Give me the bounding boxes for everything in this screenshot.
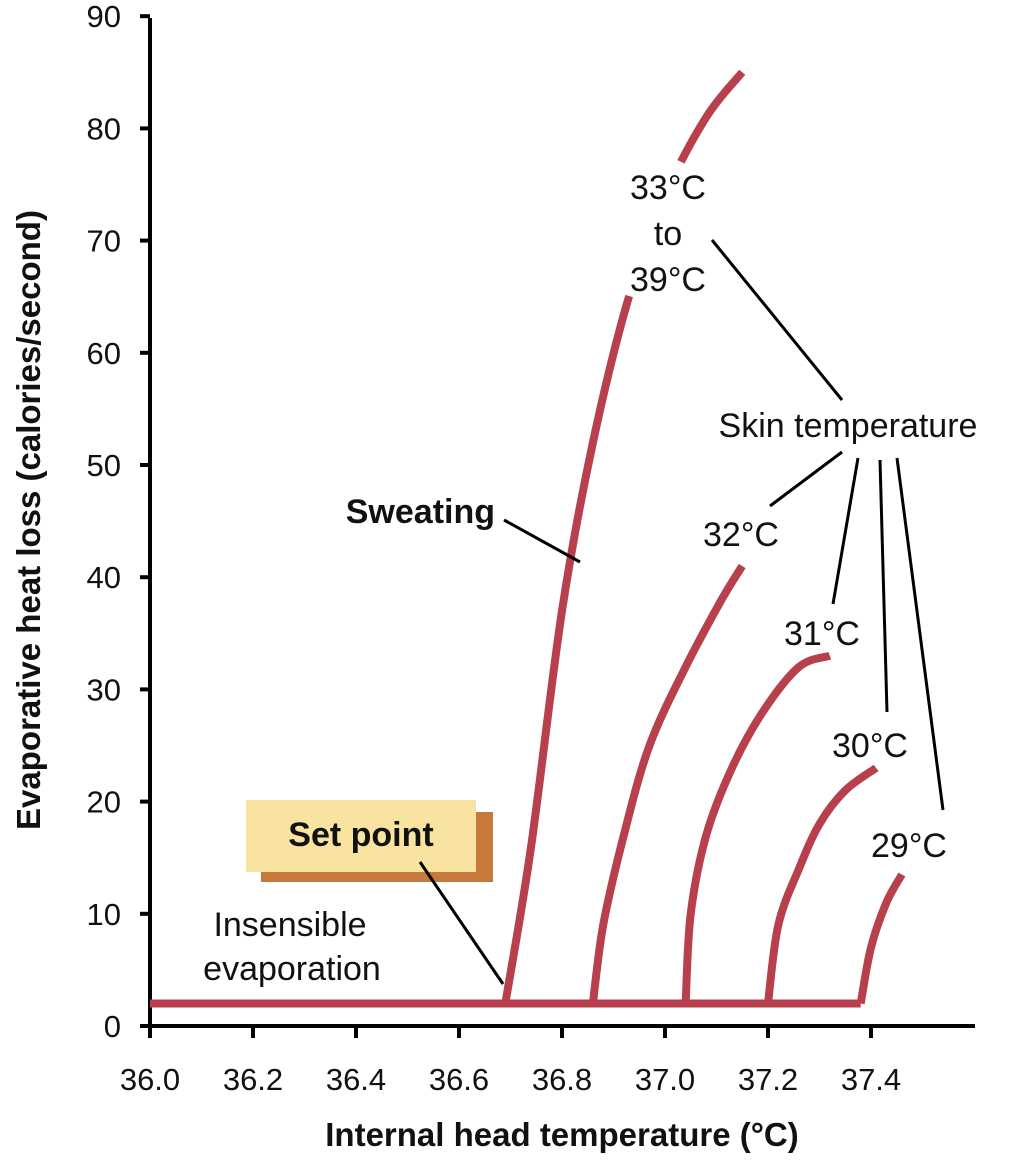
y-axis-title: Evaporative heat loss (calories/second): [10, 210, 47, 830]
set-point-box: [246, 800, 476, 872]
x-axis-title: Internal head temperature (°C): [325, 1116, 798, 1153]
y-tick-label: 60: [87, 336, 121, 371]
skin-29-leader: [895, 457, 945, 811]
sweating-curve-30: [764, 764, 879, 1005]
skin-29-label: 29°C: [871, 827, 947, 865]
sweating-label: Sweating: [346, 493, 495, 531]
set-point-leader: [418, 861, 505, 985]
skin-31-label: 31°C: [784, 615, 860, 653]
range-label-mid: to: [654, 215, 682, 253]
x-tick-label: 36.4: [326, 1062, 386, 1097]
y-tick-label: 80: [87, 111, 121, 146]
skin-31-leader: [831, 457, 860, 605]
x-axis-ticks: 36.0 36.2 36.4 36.6 36.8 37.0 37.2 37.4: [120, 1026, 901, 1097]
skin-range-leader: [710, 239, 844, 401]
sweating-curve-29: [856, 872, 906, 1005]
x-tick-label: 37.0: [635, 1062, 695, 1097]
sweating-leader: [503, 518, 581, 564]
y-tick-label: 40: [87, 560, 121, 595]
curves-layer: [150, 69, 906, 1008]
skin-temperature-label: Skin temperature: [719, 407, 978, 445]
range-label-bottom: 39°C: [630, 261, 706, 299]
sweating-curve-33-39: [501, 69, 746, 1005]
sweating-curve-32: [588, 563, 746, 1005]
sweating-curve-31: [681, 651, 832, 1004]
range-label-top: 33°C: [630, 169, 706, 207]
y-tick-label: 30: [87, 672, 121, 707]
y-tick-label: 20: [87, 785, 121, 820]
set-point-label: Set point: [288, 816, 433, 854]
insensible-evaporation-line2: evaporation: [203, 950, 381, 988]
x-tick-label: 36.2: [223, 1062, 283, 1097]
y-tick-label: 70: [87, 224, 121, 259]
skin-30-leader: [878, 459, 889, 713]
x-tick-label: 37.2: [738, 1062, 798, 1097]
skin-32-leader: [769, 450, 843, 508]
skin-32-label: 32°C: [703, 516, 779, 554]
y-tick-label: 50: [87, 448, 121, 483]
x-tick-label: 36.8: [532, 1062, 592, 1097]
y-tick-label: 10: [87, 897, 121, 932]
x-tick-label: 37.4: [841, 1062, 901, 1097]
insensible-evaporation-line1: Insensible: [213, 906, 366, 944]
x-tick-label: 36.6: [429, 1062, 489, 1097]
y-axis-ticks: 0 10 20 30 40 50 60 70 80 90: [87, 0, 150, 1044]
y-tick-label: 90: [87, 0, 121, 34]
y-tick-label: 0: [104, 1009, 121, 1044]
skin-30-label: 30°C: [832, 727, 908, 765]
x-tick-label: 36.0: [120, 1062, 180, 1097]
